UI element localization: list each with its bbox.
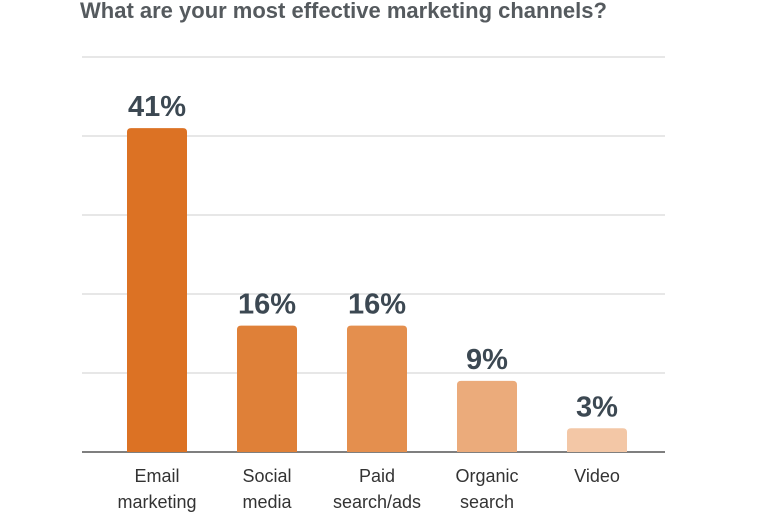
chart-title: What are your most effective marketing c… bbox=[80, 0, 607, 23]
bar bbox=[567, 428, 627, 452]
value-label: 9% bbox=[466, 344, 508, 376]
bar bbox=[127, 128, 187, 452]
bar bbox=[457, 380, 517, 452]
value-label: 41% bbox=[128, 91, 186, 123]
x-tick-label: Social media bbox=[242, 466, 292, 512]
value-label: 16% bbox=[238, 289, 296, 321]
value-label: 16% bbox=[348, 289, 406, 321]
x-tick-label: Video bbox=[574, 466, 620, 486]
x-tick-label: Email marketing bbox=[117, 466, 197, 512]
x-tick-label: Paid search/ads bbox=[332, 466, 422, 512]
bar bbox=[347, 325, 407, 452]
value-label: 3% bbox=[576, 391, 618, 423]
bar bbox=[237, 325, 297, 452]
x-tick-label: Organic search bbox=[455, 466, 519, 512]
